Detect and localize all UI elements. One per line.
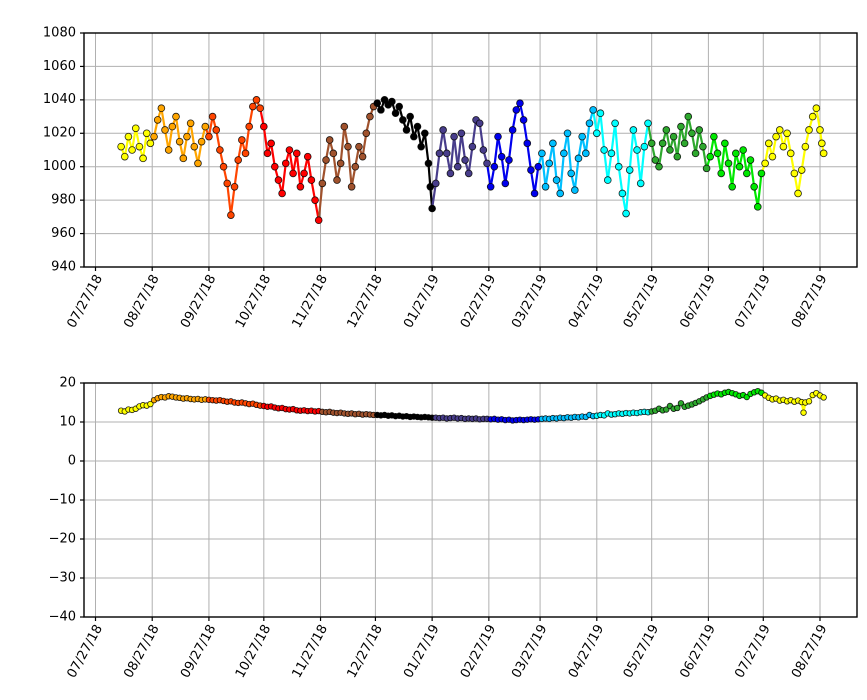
temperature-chart: Surface Temperature 300234065705460 08/1… [0,350,867,700]
temperature-plot-canvas [0,350,867,700]
pressure-chart: Sea Level Pressure 300234065705460 08/10… [0,0,867,350]
pressure-plot-canvas [0,0,867,350]
